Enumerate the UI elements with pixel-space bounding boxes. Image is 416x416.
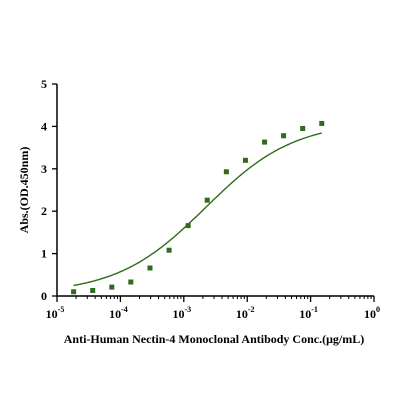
data-point xyxy=(71,289,77,295)
fit-curve xyxy=(73,132,322,287)
data-point xyxy=(204,197,210,203)
data-point xyxy=(223,169,229,175)
y-tick-label: 2 xyxy=(41,204,47,218)
data-point xyxy=(242,157,248,163)
x-tick-label: 10-1 xyxy=(299,305,318,321)
data-point xyxy=(319,120,325,126)
y-tick-label: 4 xyxy=(41,119,47,133)
y-tick-label: 5 xyxy=(41,77,47,91)
x-tick-label: 100 xyxy=(364,305,380,321)
x-tick-label: 10-2 xyxy=(236,305,255,321)
data-point xyxy=(147,265,153,271)
data-point xyxy=(90,287,96,293)
x-tick-label: 10-3 xyxy=(172,305,191,321)
y-axis-title: Abs.(OD.450nm) xyxy=(17,147,31,234)
plot-area: 0 1 2 3 4 5 10-5 10-4 10-3 10-2 10-1 100 xyxy=(41,77,380,321)
x-tick-label: 10-4 xyxy=(109,305,128,321)
data-point xyxy=(281,133,287,139)
data-point xyxy=(300,126,306,132)
data-points xyxy=(71,120,325,295)
x-tick-label: 10-5 xyxy=(46,305,65,321)
data-point xyxy=(185,223,191,229)
y-tick-label: 1 xyxy=(41,247,47,261)
x-axis-ticks: 10-5 10-4 10-3 10-2 10-1 100 xyxy=(46,296,380,321)
y-tick-label: 0 xyxy=(41,289,47,303)
x-axis-title: Anti-Human Nectin-4 Monoclonal Antibody … xyxy=(64,332,364,346)
data-point xyxy=(128,279,134,285)
y-tick-label: 3 xyxy=(41,162,47,176)
y-axis-ticks: 0 1 2 3 4 5 xyxy=(41,77,57,303)
data-point xyxy=(109,284,115,290)
data-point xyxy=(166,247,172,253)
data-point xyxy=(262,139,268,145)
